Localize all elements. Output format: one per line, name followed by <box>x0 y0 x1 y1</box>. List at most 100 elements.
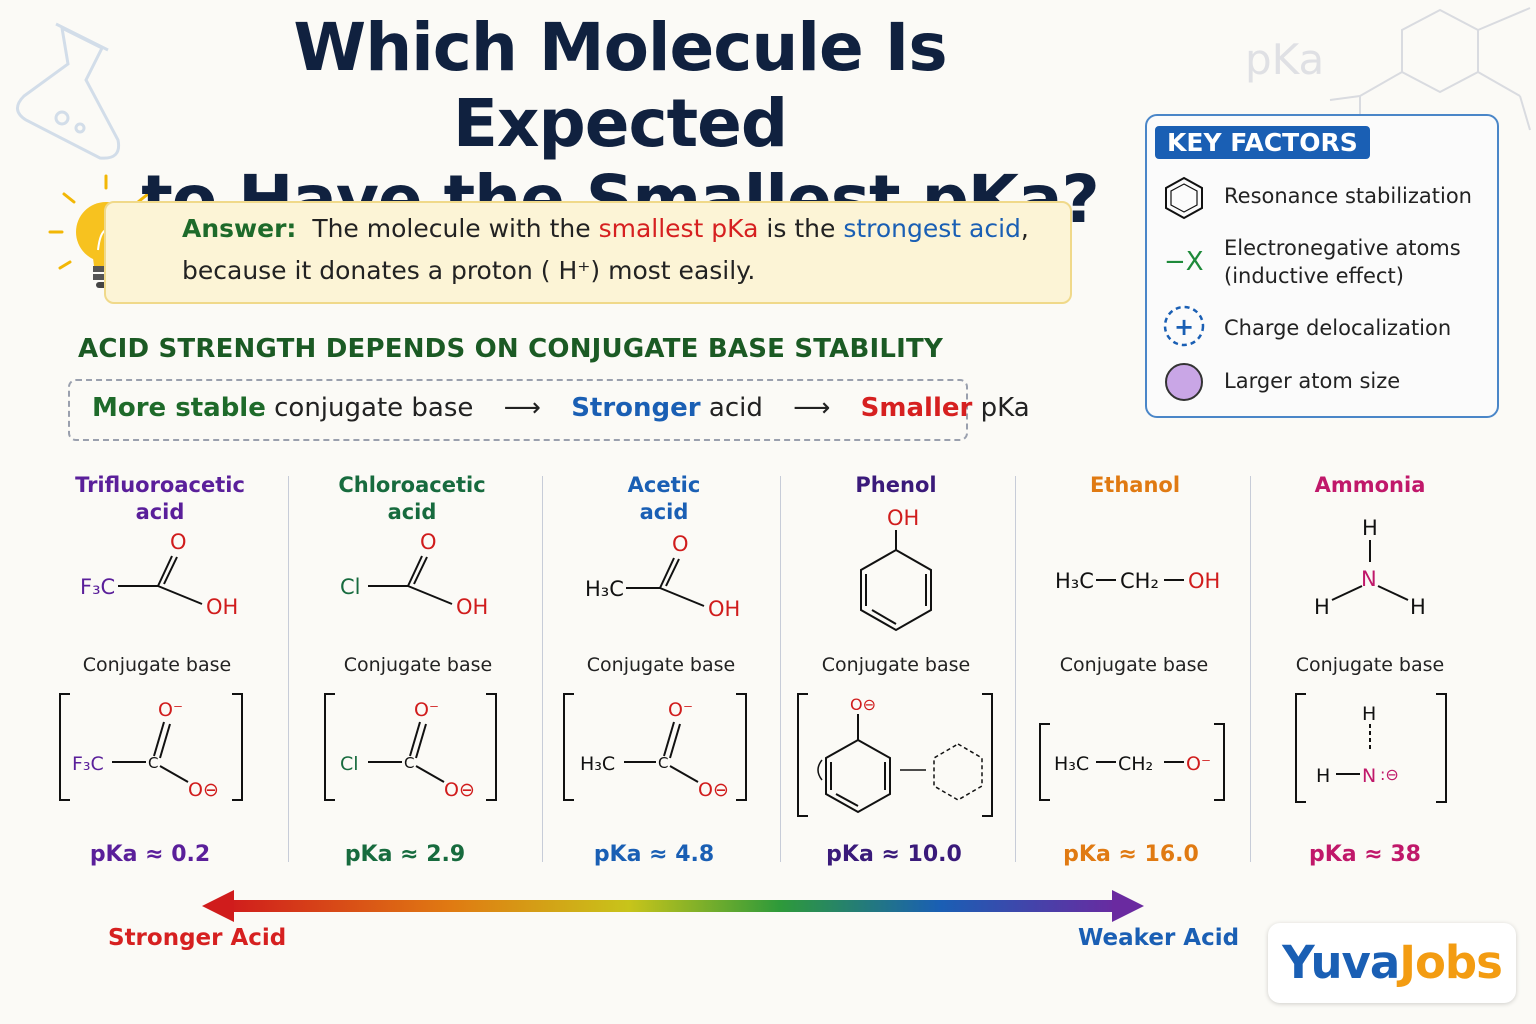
title-line-1: Which Molecule Is Expected <box>293 9 947 162</box>
pka-value-chloroacetic: pKa ≈ 2.9 <box>344 842 466 867</box>
molecule-name-trifluoroacetic: Trifluoroacetic acid <box>75 473 245 524</box>
svg-text:C: C <box>148 754 158 772</box>
svg-text:F₃C: F₃C <box>72 753 104 775</box>
purple-circle-icon <box>1165 363 1203 401</box>
molecule-name-chloroacetic: Chloroacetic acid <box>338 473 486 524</box>
svg-text:CH₂: CH₂ <box>1120 569 1159 593</box>
right-arrow-icon: ⟶ <box>793 393 831 423</box>
chain-more-stable: More stable <box>92 393 266 423</box>
relationship-chain: More stable conjugate base ⟶ Stronger ac… <box>92 393 1030 423</box>
chain-conjugate-base: conjugate base <box>274 393 474 423</box>
conjugate-base-label: Conjugate base <box>343 654 493 676</box>
answer-box <box>104 201 1072 304</box>
svg-text:H: H <box>1314 595 1330 619</box>
svg-text:O: O <box>170 530 187 554</box>
svg-text:O⁻: O⁻ <box>158 699 183 721</box>
chain-smaller: Smaller <box>860 393 973 423</box>
key-factor-atom-size: Larger atom size <box>1224 369 1401 393</box>
stronger-acid-label: Stronger Acid <box>108 925 287 951</box>
svg-text::⊖: :⊖ <box>1380 765 1399 784</box>
chain-pka: pKa <box>980 393 1030 423</box>
pka-value-acetic: pKa ≈ 4.8 <box>593 842 715 867</box>
pka-value-trifluoroacetic: pKa ≈ 0.2 <box>89 842 211 867</box>
svg-text:H: H <box>1362 516 1378 540</box>
svg-text:O⁻: O⁻ <box>1186 753 1211 775</box>
pka-value-phenol: pKa ≈ 10.0 <box>826 842 962 867</box>
hexagon-icon <box>1165 176 1203 220</box>
svg-text:N: N <box>1361 567 1377 591</box>
pka-value-ethanol: pKa ≈ 16.0 <box>1063 842 1199 867</box>
key-factor-inductive: (inductive effect) <box>1224 264 1404 288</box>
svg-text:OH: OH <box>206 595 238 619</box>
pka-watermark: pKa <box>1245 35 1324 84</box>
molecule-name-ammonia: Ammonia <box>1314 473 1426 497</box>
column-divider <box>288 476 289 862</box>
chain-stronger: Stronger <box>571 393 701 423</box>
svg-text:H₃C: H₃C <box>585 577 624 601</box>
answer-label: Answer: <box>182 214 297 243</box>
chain-acid: acid <box>708 393 763 423</box>
svg-text:Cl: Cl <box>340 575 361 599</box>
key-factors-title: KEY FACTORS <box>1155 126 1370 159</box>
svg-text:O: O <box>672 532 689 556</box>
svg-text:O: O <box>420 530 437 554</box>
svg-text:H: H <box>1316 765 1330 787</box>
key-factor-delocalization: Charge delocalization <box>1224 316 1452 340</box>
answer-text-1: The molecule with the <box>312 214 591 243</box>
svg-text:N: N <box>1362 765 1376 787</box>
svg-text:C: C <box>404 754 414 772</box>
svg-text:O⊖: O⊖ <box>444 779 475 801</box>
molecule-name-acetic: Acetic acid <box>627 473 701 524</box>
svg-text:H₃C: H₃C <box>1055 569 1094 593</box>
column-divider <box>780 476 781 862</box>
svg-text:Cl: Cl <box>340 753 359 775</box>
conjugate-base-label: Conjugate base <box>82 654 232 676</box>
svg-text:OH: OH <box>887 506 919 530</box>
right-arrow-icon: ⟶ <box>503 393 541 423</box>
svg-text:F₃C: F₃C <box>80 575 115 599</box>
weaker-acid-label: Weaker Acid <box>1078 925 1240 951</box>
key-factor-electronegative: Electronegative atoms <box>1224 236 1461 260</box>
column-divider <box>1250 476 1251 862</box>
svg-text:C: C <box>658 754 668 772</box>
plus-circle-icon: + <box>1163 305 1205 347</box>
svg-text:CH₂: CH₂ <box>1118 753 1153 775</box>
acidity-scale-arrow <box>202 890 1144 922</box>
svg-text:O⁻: O⁻ <box>668 699 693 721</box>
svg-text:OH: OH <box>1188 569 1220 593</box>
svg-text:OH: OH <box>708 597 740 621</box>
conjugate-base-label: Conjugate base <box>1059 654 1209 676</box>
svg-text:O⁻: O⁻ <box>414 699 439 721</box>
answer-line-2: because it donates a proton ( H⁺) most e… <box>182 256 756 285</box>
svg-text:H: H <box>1410 595 1426 619</box>
svg-text:OH: OH <box>456 595 488 619</box>
yuvajobs-logo: YuvaJobs <box>1268 923 1516 1003</box>
column-divider <box>1015 476 1016 862</box>
answer-highlight-strongest-acid: strongest acid <box>843 214 1021 243</box>
answer-text-2: is the <box>766 214 836 243</box>
molecule-name-phenol: Phenol <box>855 473 937 497</box>
pka-value-ammonia: pKa ≈ 38 <box>1308 842 1421 867</box>
flask-icon <box>16 22 121 160</box>
conjugate-base-label: Conjugate base <box>821 654 971 676</box>
answer-highlight-smallest-pka: smallest pKa <box>598 214 759 243</box>
key-factor-icons: −X + <box>1163 176 1205 401</box>
section-heading: ACID STRENGTH DEPENDS ON CONJUGATE BASE … <box>78 334 943 364</box>
svg-text:H₃C: H₃C <box>580 753 615 775</box>
minus-x-icon: −X <box>1164 247 1204 277</box>
key-factor-resonance: Resonance stabilization <box>1224 184 1472 208</box>
relationship-box <box>68 379 968 441</box>
svg-text:O⊖: O⊖ <box>850 695 876 714</box>
svg-text:O⊖: O⊖ <box>698 779 729 801</box>
answer-line-1: Answer: The molecule with the smallest p… <box>182 214 1029 243</box>
answer-text-3: , <box>1020 214 1029 243</box>
svg-text:+: + <box>1174 313 1194 341</box>
conjugate-base-label: Conjugate base <box>1295 654 1445 676</box>
svg-text:H₃C: H₃C <box>1054 753 1089 775</box>
column-divider <box>542 476 543 862</box>
conjugate-base-label: Conjugate base <box>586 654 736 676</box>
svg-text:H: H <box>1362 703 1376 725</box>
key-factors-panel <box>1145 114 1499 418</box>
molecule-name-ethanol: Ethanol <box>1089 473 1181 497</box>
